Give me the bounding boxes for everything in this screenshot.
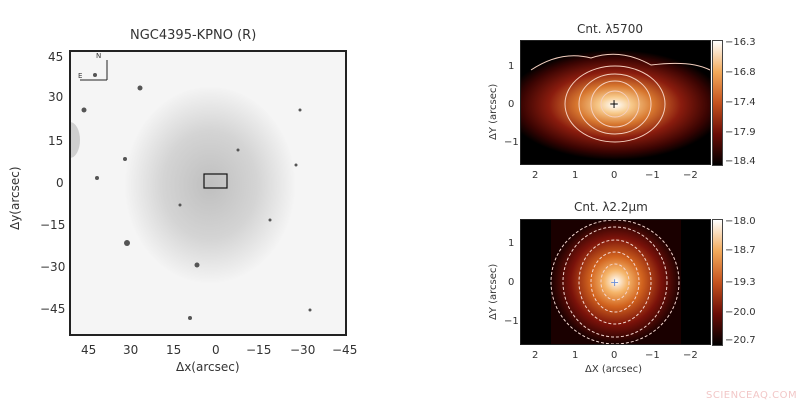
xtick: −2 — [683, 350, 698, 361]
ytick: 0 — [508, 277, 515, 288]
xtick: 2 — [532, 170, 539, 181]
left-galaxy-image — [70, 50, 346, 335]
region-box — [203, 173, 228, 189]
bottom-right-ylabel: ΔY (arcsec) — [488, 263, 499, 320]
colorbar-label: −18.0 — [725, 216, 756, 227]
svg-text:+: + — [610, 276, 619, 289]
ytick: 30 — [48, 90, 64, 104]
colorbar-label: −18.7 — [725, 245, 756, 256]
xtick: 0 — [212, 343, 220, 357]
xtick: −2 — [683, 170, 698, 181]
ytick: 1 — [508, 61, 515, 72]
xtick: 45 — [81, 343, 97, 357]
ytick: −30 — [40, 260, 66, 274]
xtick: 15 — [166, 343, 182, 357]
colorbar-label: −17.9 — [725, 127, 756, 138]
xtick: −30 — [290, 343, 316, 357]
ytick: −1 — [504, 316, 519, 327]
xtick: 1 — [572, 350, 579, 361]
left-ylabel: Δy(arcsec) — [8, 166, 22, 230]
compass-east: E — [78, 72, 83, 80]
xtick: 0 — [611, 170, 618, 181]
ytick: −15 — [40, 218, 66, 232]
top-right-ylabel: ΔY (arcsec) — [488, 83, 499, 140]
compass-north: N — [96, 52, 102, 60]
xtick: 0 — [611, 350, 618, 361]
left-panel-title: NGC4395-KPNO (R) — [130, 28, 257, 43]
xtick: −45 — [332, 343, 358, 357]
left-plot-frame — [69, 50, 347, 336]
colorbar-label: −20.0 — [725, 307, 756, 318]
xtick: 30 — [123, 343, 139, 357]
ytick: 1 — [508, 238, 515, 249]
xtick: −1 — [645, 170, 660, 181]
ytick: 15 — [48, 134, 64, 148]
compass-arrows — [80, 60, 108, 81]
bottom-right-title: Cnt. λ2.2μm — [574, 200, 648, 214]
bottom-right-contour-map: + — [521, 219, 710, 344]
bottom-right-xlabel: ΔX (arcsec) — [585, 364, 643, 375]
colorbar-label: −18.4 — [725, 156, 756, 167]
xtick: −1 — [645, 350, 660, 361]
xtick: 2 — [532, 350, 539, 361]
xtick: −15 — [246, 343, 272, 357]
colorbar-label: −20.7 — [725, 335, 756, 346]
top-right-title: Cnt. λ5700 — [577, 22, 643, 36]
colorbar-label: −17.4 — [725, 97, 756, 108]
bottom-right-frame — [520, 219, 711, 345]
colorbar-label: −19.3 — [725, 277, 756, 288]
colorbar-label: −16.3 — [725, 37, 756, 48]
watermark: SCIENCEAQ.COM — [706, 390, 798, 401]
ytick: −45 — [40, 302, 66, 316]
ytick: 0 — [56, 176, 64, 190]
ytick: −1 — [504, 137, 519, 148]
ytick: 45 — [48, 50, 64, 64]
top-right-colorbar — [712, 40, 723, 166]
xtick: 1 — [572, 170, 579, 181]
left-xlabel: Δx(arcsec) — [176, 360, 240, 374]
bottom-right-colorbar — [712, 219, 723, 346]
colorbar-label: −16.8 — [725, 67, 756, 78]
svg-text:+: + — [609, 97, 619, 111]
top-right-frame — [520, 40, 711, 165]
ytick: 0 — [508, 99, 515, 110]
top-right-contour-map: + — [521, 40, 710, 164]
